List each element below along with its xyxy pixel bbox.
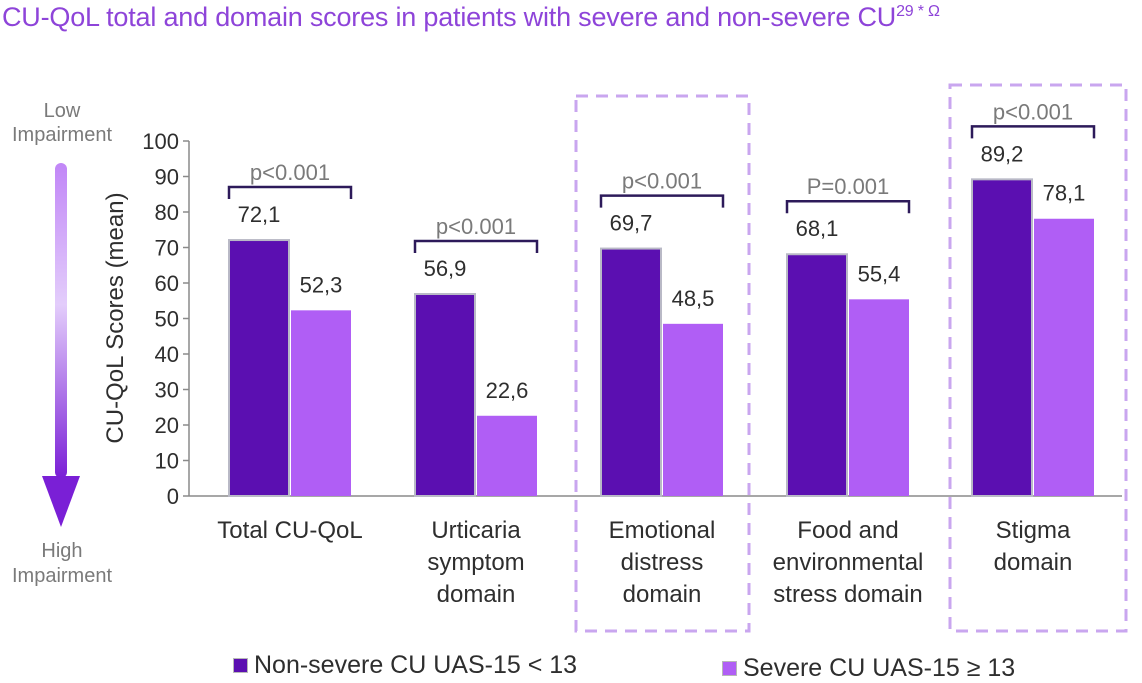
y-tick-label: 100 (142, 129, 179, 154)
category-label: Total CU-QoL (217, 517, 362, 544)
legend-label-non-severe: Non-severe CU UAS-15 < 13 (254, 651, 578, 679)
y-tick-label: 90 (155, 165, 179, 190)
y-tick-label: 80 (155, 200, 179, 225)
category-label: domain (437, 581, 516, 608)
category-label: domain (994, 549, 1073, 576)
significance-bracket (413, 239, 539, 254)
y-tick-label: 40 (155, 342, 179, 367)
y-tick-label: 70 (155, 236, 179, 261)
bar-severe (477, 415, 537, 496)
significance-bracket (970, 125, 1096, 139)
value-label-non-severe: 68,1 (796, 216, 839, 241)
legend-label-severe: Severe CU UAS-15 ≥ 13 (743, 654, 1016, 682)
low-impairment-label-line2: Impairment (12, 124, 112, 146)
highlight-box-2 (574, 94, 751, 633)
y-axis-title: CU-QoL Scores (mean) (102, 192, 129, 443)
bar-non-severe (786, 253, 848, 497)
value-label-non-severe: 89,2 (981, 141, 1024, 166)
category-label: domain (623, 581, 702, 608)
impairment-arrow-head (42, 476, 80, 527)
category-label: Food and (797, 517, 898, 544)
impairment-arrow-shaft (55, 163, 67, 478)
category-label: distress (621, 549, 704, 576)
bar-non-severe (600, 247, 662, 497)
bar-non-severe (228, 239, 290, 497)
significance-bracket (227, 185, 353, 200)
value-label-severe: 22,6 (486, 378, 529, 403)
bar-severe (291, 310, 351, 496)
value-label-non-severe: 69,7 (610, 211, 653, 236)
value-label-severe: 48,5 (672, 286, 715, 311)
category-label: environmental (773, 549, 924, 576)
bar-non-severe (414, 293, 476, 497)
bar-severe (849, 299, 909, 496)
y-tick-label: 10 (155, 449, 179, 474)
significance-bracket (599, 194, 725, 208)
value-label-severe: 52,3 (300, 272, 343, 297)
low-impairment-label-line1: Low (44, 100, 81, 122)
legend-swatch-severe (722, 661, 737, 676)
y-tick-label: 0 (167, 484, 179, 509)
y-tick-label: 50 (155, 307, 179, 332)
y-tick-label: 60 (155, 271, 179, 296)
significance-bracket (785, 199, 911, 214)
bar-severe (663, 323, 723, 496)
y-tick-label: 30 (155, 378, 179, 403)
value-label-severe: 55,4 (858, 261, 901, 286)
legend-swatch-non-severe (233, 658, 248, 673)
value-label-severe: 78,1 (1043, 181, 1086, 206)
high-impairment-label-line2: Impairment (12, 565, 112, 587)
chart-title-text: CU-QoL total and domain scores in patien… (2, 2, 897, 32)
category-label: stress domain (773, 581, 922, 608)
high-impairment-label-line1: High (41, 540, 82, 562)
p-value-label: p<0.001 (250, 160, 330, 185)
p-value-label: p<0.001 (436, 214, 516, 239)
value-label-non-severe: 72,1 (238, 202, 281, 227)
p-value-label: P=0.001 (807, 174, 890, 199)
category-label: symptom (427, 549, 524, 576)
category-label: Stigma (996, 517, 1071, 544)
legend-item-severe: Severe CU UAS-15 ≥ 13 (722, 654, 1015, 683)
value-label-non-severe: 56,9 (424, 256, 467, 281)
p-value-label: p<0.001 (993, 99, 1073, 124)
title-superscript: 29 * Ω (896, 3, 940, 20)
chart-title: CU-QoL total and domain scores in patien… (2, 2, 940, 33)
legend-item-non-severe: Non-severe CU UAS-15 < 13 (233, 651, 577, 680)
y-tick-label: 20 (155, 413, 179, 438)
category-label: Urticaria (431, 517, 521, 544)
highlight-box-4 (948, 83, 1128, 633)
bar-severe (1034, 218, 1094, 496)
bar-non-severe (971, 178, 1033, 497)
category-label: Emotional (609, 517, 716, 544)
p-value-label: p<0.001 (622, 169, 702, 194)
